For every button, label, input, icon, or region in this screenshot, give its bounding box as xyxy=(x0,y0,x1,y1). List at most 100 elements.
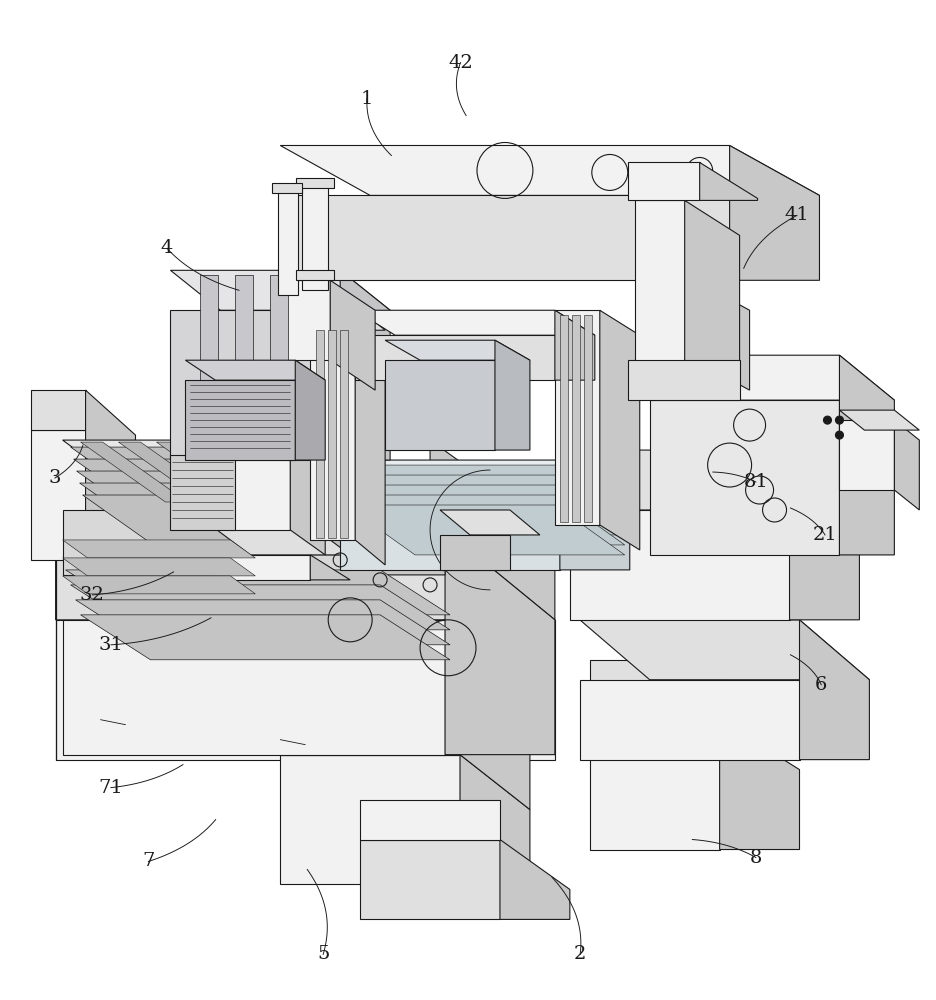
Polygon shape xyxy=(385,360,495,450)
Polygon shape xyxy=(232,442,339,502)
Polygon shape xyxy=(560,460,630,570)
Polygon shape xyxy=(355,335,555,380)
Polygon shape xyxy=(308,442,415,502)
Polygon shape xyxy=(235,275,254,458)
Text: 5: 5 xyxy=(317,945,329,963)
Polygon shape xyxy=(200,275,218,458)
Polygon shape xyxy=(85,390,136,560)
Polygon shape xyxy=(639,280,695,360)
Polygon shape xyxy=(579,680,799,760)
Polygon shape xyxy=(297,270,334,280)
Text: 32: 32 xyxy=(80,586,105,604)
Polygon shape xyxy=(31,390,85,430)
Polygon shape xyxy=(63,440,445,510)
Polygon shape xyxy=(579,620,870,680)
Polygon shape xyxy=(55,620,555,760)
Polygon shape xyxy=(355,310,594,335)
Polygon shape xyxy=(584,315,592,522)
Polygon shape xyxy=(297,178,334,188)
Polygon shape xyxy=(195,442,301,502)
Polygon shape xyxy=(560,315,568,522)
Polygon shape xyxy=(895,420,919,510)
Polygon shape xyxy=(329,330,336,538)
Polygon shape xyxy=(310,325,355,540)
Polygon shape xyxy=(66,570,450,615)
Polygon shape xyxy=(628,360,739,400)
Polygon shape xyxy=(76,600,450,645)
Polygon shape xyxy=(695,280,750,390)
Polygon shape xyxy=(278,185,299,295)
Polygon shape xyxy=(340,330,348,538)
Text: 6: 6 xyxy=(815,676,827,694)
Polygon shape xyxy=(74,459,425,519)
Polygon shape xyxy=(230,360,290,530)
Polygon shape xyxy=(63,576,256,594)
Polygon shape xyxy=(840,410,919,430)
Polygon shape xyxy=(729,145,820,280)
Polygon shape xyxy=(170,270,390,310)
Polygon shape xyxy=(650,355,895,400)
Polygon shape xyxy=(185,380,295,460)
Polygon shape xyxy=(345,485,624,535)
Polygon shape xyxy=(684,200,739,400)
Polygon shape xyxy=(70,585,450,630)
Polygon shape xyxy=(316,330,324,538)
Polygon shape xyxy=(495,340,530,450)
Polygon shape xyxy=(460,700,530,810)
Polygon shape xyxy=(310,305,385,330)
Polygon shape xyxy=(211,555,310,580)
Text: 81: 81 xyxy=(743,473,768,491)
Circle shape xyxy=(695,180,705,190)
Polygon shape xyxy=(840,420,895,490)
Polygon shape xyxy=(272,183,302,193)
Polygon shape xyxy=(275,280,330,360)
Polygon shape xyxy=(570,510,790,620)
Polygon shape xyxy=(63,620,445,755)
Polygon shape xyxy=(430,440,555,620)
Polygon shape xyxy=(355,325,385,565)
Text: 4: 4 xyxy=(161,239,173,257)
Polygon shape xyxy=(280,755,460,884)
Polygon shape xyxy=(156,442,263,502)
Polygon shape xyxy=(500,840,570,919)
Text: 1: 1 xyxy=(361,90,373,108)
Polygon shape xyxy=(63,558,256,576)
Polygon shape xyxy=(302,180,329,290)
Polygon shape xyxy=(628,162,699,200)
Polygon shape xyxy=(185,360,325,380)
Circle shape xyxy=(836,416,843,424)
Polygon shape xyxy=(31,430,85,560)
Polygon shape xyxy=(55,530,555,620)
Polygon shape xyxy=(271,275,288,458)
Polygon shape xyxy=(340,460,630,510)
Text: 3: 3 xyxy=(49,469,61,487)
Circle shape xyxy=(824,416,831,424)
Polygon shape xyxy=(650,400,840,555)
Polygon shape xyxy=(119,442,226,502)
Text: 21: 21 xyxy=(812,526,838,544)
Polygon shape xyxy=(170,455,235,530)
Circle shape xyxy=(836,431,843,439)
Polygon shape xyxy=(570,450,859,510)
Polygon shape xyxy=(360,800,500,840)
Circle shape xyxy=(654,180,665,190)
Text: 71: 71 xyxy=(98,779,124,797)
Circle shape xyxy=(714,180,724,190)
Polygon shape xyxy=(345,475,624,525)
Polygon shape xyxy=(345,495,624,545)
Polygon shape xyxy=(345,465,624,515)
Text: 41: 41 xyxy=(784,206,810,224)
Polygon shape xyxy=(840,355,895,555)
Text: 2: 2 xyxy=(574,945,586,963)
Polygon shape xyxy=(63,530,555,620)
Polygon shape xyxy=(230,325,325,350)
Polygon shape xyxy=(310,555,350,580)
Circle shape xyxy=(675,180,684,190)
Text: 7: 7 xyxy=(142,852,154,870)
Polygon shape xyxy=(170,310,340,460)
Polygon shape xyxy=(445,530,555,755)
Polygon shape xyxy=(330,280,375,390)
Polygon shape xyxy=(63,540,256,558)
Polygon shape xyxy=(790,450,859,620)
Polygon shape xyxy=(63,510,350,575)
